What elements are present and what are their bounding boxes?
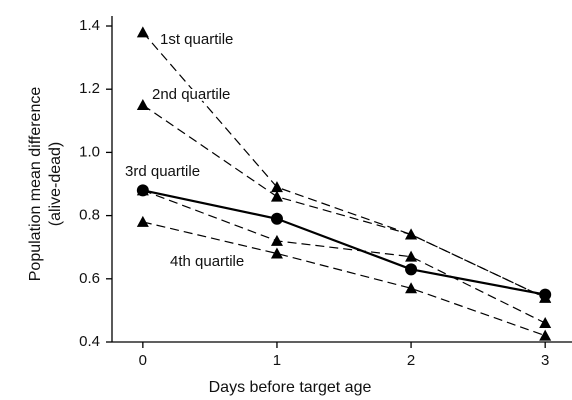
point xyxy=(270,212,283,225)
y-tick-label: 0.4 xyxy=(79,333,100,350)
series-line xyxy=(142,189,546,296)
point xyxy=(270,190,283,202)
point xyxy=(270,247,283,259)
point xyxy=(270,181,283,193)
point xyxy=(405,250,418,262)
series-label: 3rd quartile xyxy=(125,163,200,180)
point xyxy=(539,288,552,301)
x-tick-label: 2 xyxy=(407,352,415,369)
y-tick-label: 0.6 xyxy=(79,270,100,287)
series-line xyxy=(142,189,546,324)
point xyxy=(405,263,418,276)
series-line xyxy=(142,104,546,299)
y-tick-label: 1.0 xyxy=(79,143,100,160)
point xyxy=(136,26,149,38)
series-label: 2nd quartile xyxy=(152,86,230,103)
series-label: 1st quartile xyxy=(160,31,233,48)
x-axis-label: Days before target age xyxy=(209,379,372,396)
point xyxy=(136,99,149,110)
x-tick-label: 0 xyxy=(139,352,147,369)
series-line xyxy=(142,221,546,337)
point xyxy=(539,317,552,329)
point xyxy=(270,234,283,246)
y-tick-label: 1.2 xyxy=(79,80,100,97)
x-tick-label: 3 xyxy=(541,352,549,369)
y-tick-label: 1.4 xyxy=(79,17,100,34)
x-tick-label: 1 xyxy=(273,352,281,369)
series-line xyxy=(142,31,546,299)
point xyxy=(539,329,552,341)
y-axis-label: Population mean difference xyxy=(27,87,44,282)
series-label: 4th quartile xyxy=(170,253,244,270)
point xyxy=(136,215,149,227)
point xyxy=(136,184,149,197)
y-tick-label: 0.8 xyxy=(79,207,100,224)
point xyxy=(405,282,418,294)
y-axis-label: (alive-dead) xyxy=(47,142,64,226)
point xyxy=(405,228,418,240)
